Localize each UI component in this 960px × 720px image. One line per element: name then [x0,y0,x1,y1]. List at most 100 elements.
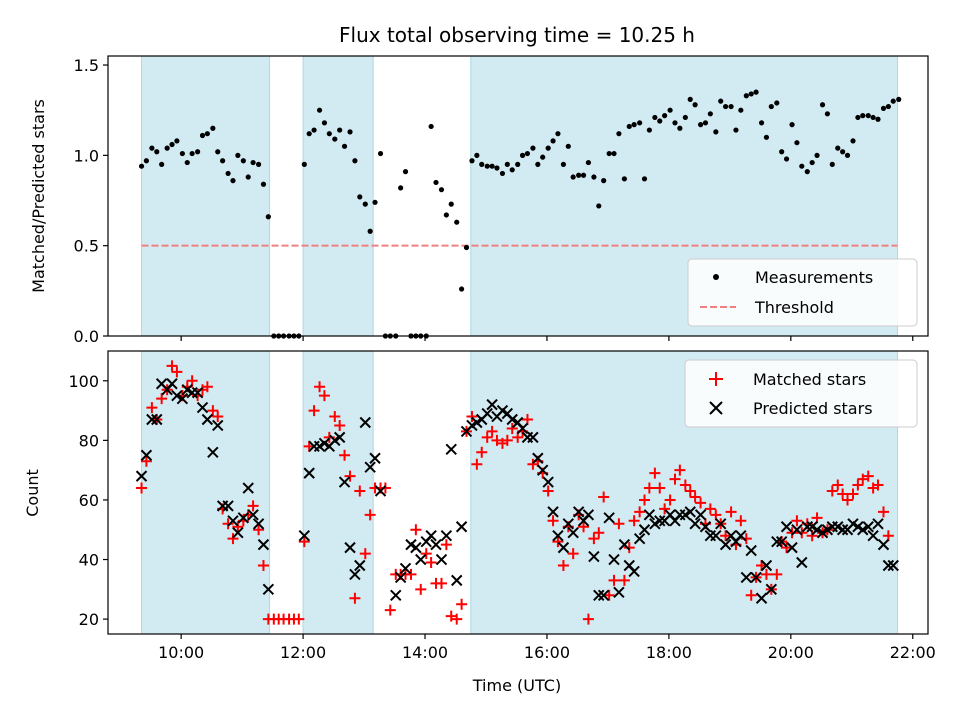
bottom-panel: 20 40 60 80 100 10:00 12:00 14:00 16:00 18:00 20:… [23,351,936,695]
predicted-star-point [196,401,209,414]
matched-star-point [872,479,884,491]
measurement-point [199,132,206,139]
bottom-legend-box [684,359,918,428]
predicted-star-point [435,553,448,566]
top-axes-frame [107,55,929,337]
y-tick-label: 0.0 [74,327,99,346]
matched-star-point [420,548,432,560]
shaded-interval-1 [141,55,271,337]
y-tick-label: 100 [68,372,99,391]
legend-predicted-marker [709,401,723,415]
predicted-star-point [364,461,376,473]
matched-star-point [704,503,716,515]
predicted-star-point [765,583,778,596]
predicted-star-point [755,592,768,604]
predicted-star-point [237,512,250,524]
predicted-star-point [242,482,254,494]
measurement-point [580,172,587,178]
matched-star-point [796,527,808,539]
measurement-point [377,150,384,157]
matched-star-point [232,521,244,533]
predicted-star-point [527,431,539,444]
top-y-axis-label: Matched/Predicted stars [29,99,48,293]
measurement-point [850,138,856,144]
predicted-star-point [349,568,361,581]
measurement-point [626,123,632,130]
measurement-point [184,159,190,166]
predicted-star-point [588,550,600,563]
predicted-star-point [536,464,549,476]
predicted-star-point [359,416,371,429]
measurement-point [260,181,267,187]
matched-star-point [679,479,691,491]
matched-star-point [613,518,625,530]
measurement-point [448,201,454,207]
matched-star-point [156,393,168,405]
matched-star-point [136,482,148,494]
measurement-point [774,100,780,106]
measurement-point [530,145,536,151]
measurement-point [585,159,592,166]
measurement-point [174,138,180,144]
predicted-star-point [597,589,610,601]
measurement-point [230,178,236,184]
measurement-point [428,123,434,130]
measurement-point [463,244,470,251]
predicted-star-point [862,521,874,533]
measurement-point [357,194,363,200]
predicted-star-point [643,509,656,521]
predicted-star-point [572,506,585,518]
measurement-point [515,161,521,167]
bottom-y-axis-label: Count [23,469,42,517]
matched-star-point [339,449,351,461]
predicted-star-point [369,452,381,464]
measurement-point [367,228,373,234]
bottom-legend: Matched stars Predicted stars [684,359,918,428]
matched-star-point [384,604,396,616]
measurement-point [646,127,652,133]
measurement-point [159,161,165,167]
predicted-star-point [344,541,356,554]
measurement-point [672,120,678,126]
measurement-point [606,150,612,157]
matched-star-point [837,488,849,500]
matched-star-point [146,402,158,414]
measurement-point [469,158,475,164]
measurement-point [509,167,515,173]
measurement-point [870,114,876,121]
matched-star-point [314,381,326,393]
measurement-point [138,163,145,169]
matched-star-point [623,542,635,554]
matched-star-point [664,494,676,506]
predicted-star-point [135,470,148,482]
predicted-star-point [212,419,224,432]
measurement-point [438,187,445,193]
predicted-star-point [374,485,387,497]
measurement-point [835,145,841,151]
top-x-ticks [180,336,914,341]
measurement-point [840,149,846,155]
matched-star-point [481,431,493,443]
predicted-star-point [451,574,463,587]
measurement-point [555,131,561,137]
predicted-star-point [222,500,234,512]
predicted-star-point [542,476,554,488]
predicted-stars-points [135,379,899,604]
matched-star-point [552,536,564,548]
measurement-point [459,286,465,292]
predicted-star-point [415,553,427,566]
predicted-star-point [430,538,442,551]
predicted-star-point [151,413,163,426]
predicted-star-point [715,518,727,530]
matched-star-point [689,491,701,503]
matched-star-point [344,470,356,482]
predicted-star-point [354,559,366,572]
predicted-star-point [333,431,346,444]
measurement-point [311,127,317,133]
predicted-star-point [811,524,823,536]
predicted-star-point [176,392,189,405]
predicted-star-point [745,544,757,557]
measurement-point [352,158,358,164]
measurement-point [743,93,749,99]
measurement-point [565,143,571,149]
